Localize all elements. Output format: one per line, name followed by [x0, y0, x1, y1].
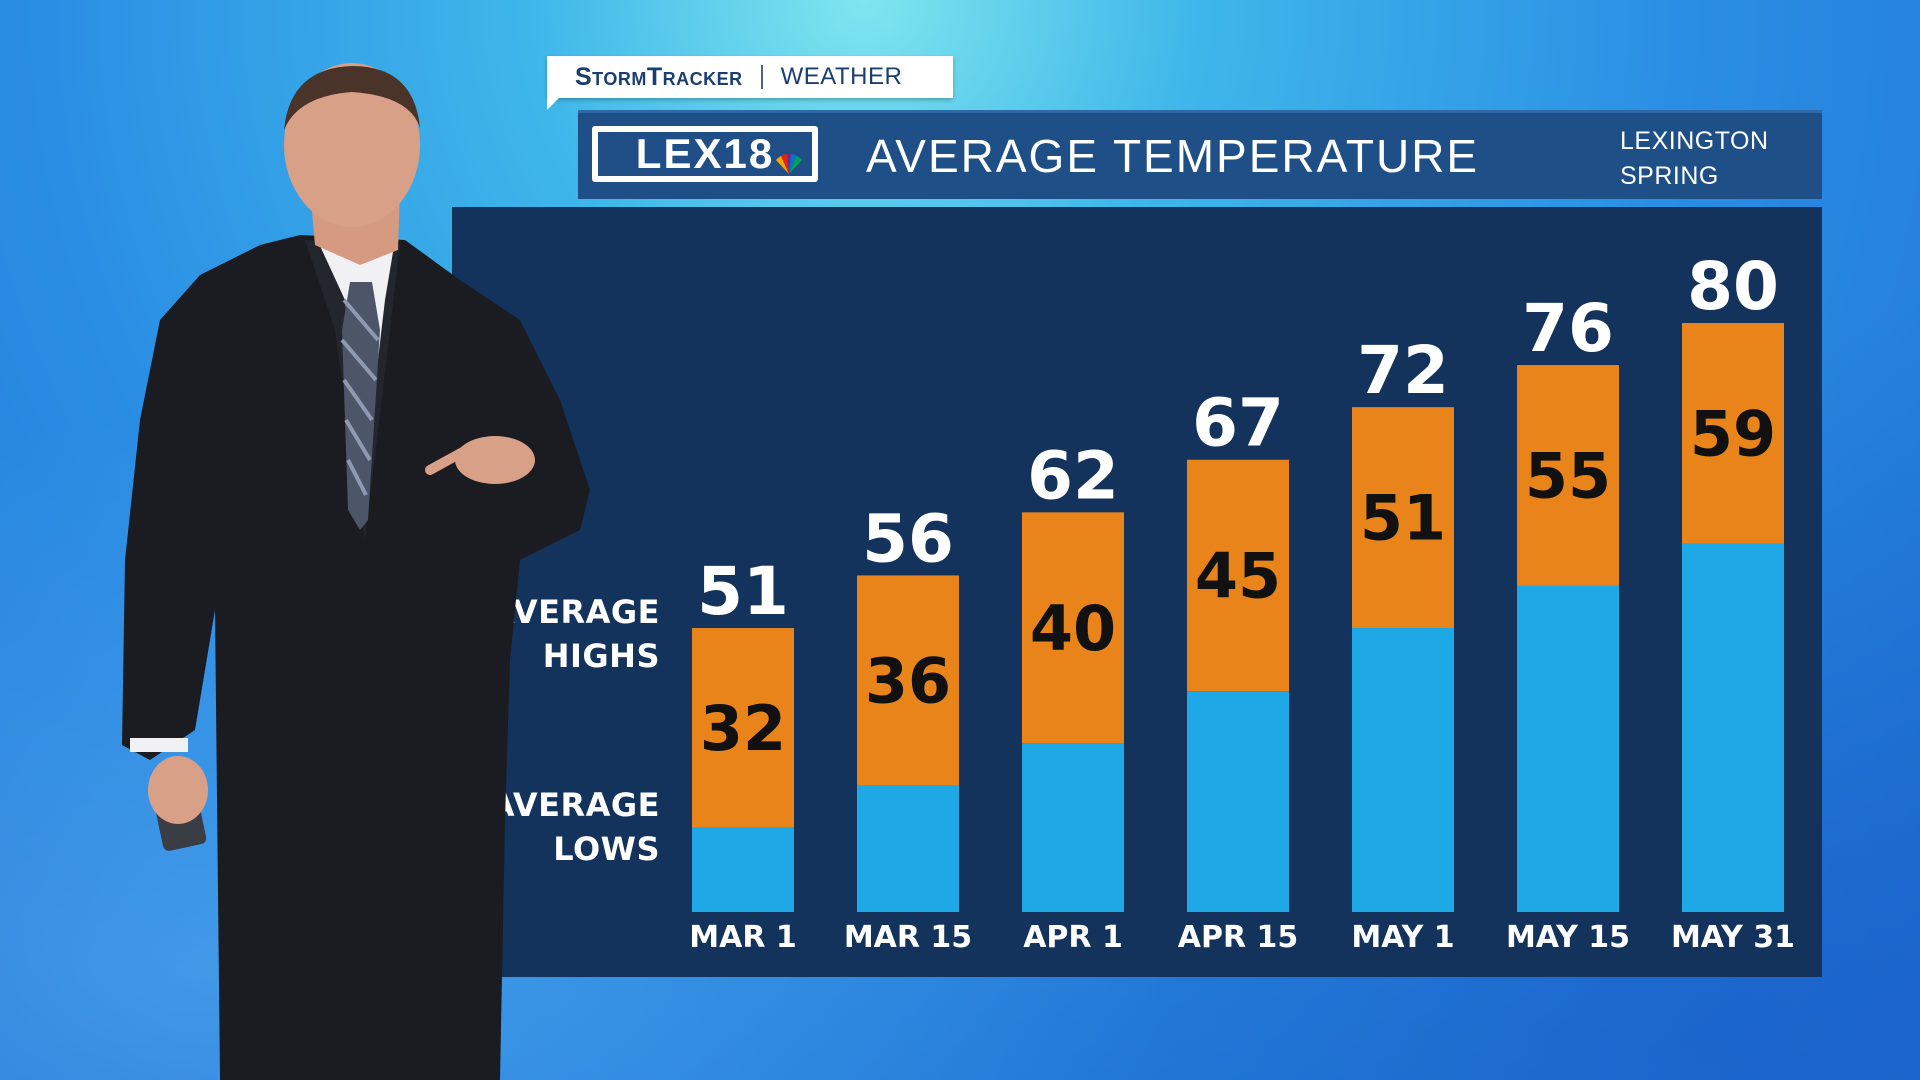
high-bar-4 — [1352, 407, 1454, 629]
highs-label: AVERAGE HIGHS — [460, 590, 660, 678]
section-name: WEATHER — [780, 63, 903, 90]
low-value-label-1: 36 — [865, 645, 951, 718]
low-bar-5 — [1517, 585, 1619, 912]
high-bar-0 — [692, 628, 794, 828]
highs-label-line1: AVERAGE — [489, 593, 660, 631]
x-tick-label-3: APR 15 — [1178, 920, 1299, 955]
high-bar-5 — [1517, 365, 1619, 586]
stormtracker-tag: StormTracker WEATHER — [547, 56, 953, 98]
high-value-label-6: 80 — [1687, 248, 1779, 325]
low-value-label-0: 32 — [700, 692, 786, 765]
peacock-icon — [776, 153, 802, 174]
temperature-chart: 51 32 MAR 1 56 36 MAR 15 62 40 APR 1 67 45 APR 15 72… — [689, 248, 1795, 955]
chart-panel: 51 32 MAR 1 56 36 MAR 15 62 40 APR 1 67 45 APR 15 72… — [452, 207, 1822, 977]
station-logo: LEX18 — [592, 126, 818, 182]
high-value-label-0: 51 — [697, 553, 789, 630]
low-bar-1 — [857, 785, 959, 912]
low-bar-6 — [1682, 543, 1784, 912]
low-value-label-6: 59 — [1690, 397, 1776, 470]
highs-label-line2: HIGHS — [542, 637, 660, 675]
tag-pointer — [547, 96, 561, 110]
low-value-label-4: 51 — [1360, 482, 1446, 555]
chart-title: AVERAGE TEMPERATURE — [866, 130, 1480, 182]
x-tick-label-1: MAR 15 — [844, 920, 972, 955]
presenter-figure — [122, 63, 590, 1080]
location-city: LEXINGTON — [1620, 127, 1769, 155]
x-tick-label-4: MAY 1 — [1351, 920, 1454, 955]
high-value-label-3: 67 — [1192, 385, 1284, 462]
high-value-label-4: 72 — [1357, 332, 1449, 409]
high-value-label-5: 76 — [1522, 290, 1614, 367]
location-block: LEXINGTON SPRING — [1620, 124, 1769, 194]
high-value-label-1: 56 — [862, 500, 954, 577]
high-value-label-2: 62 — [1027, 437, 1119, 514]
high-bar-3 — [1187, 459, 1289, 692]
low-value-label-2: 40 — [1030, 592, 1116, 665]
lows-label-line2: LOWS — [553, 830, 660, 868]
low-bar-2 — [1022, 743, 1124, 912]
x-tick-label-0: MAR 1 — [689, 920, 797, 955]
low-bar-4 — [1352, 628, 1454, 912]
low-value-label-5: 55 — [1525, 440, 1611, 513]
x-tick-label-2: APR 1 — [1023, 920, 1123, 955]
high-bar-6 — [1682, 323, 1784, 544]
high-bar-2 — [1022, 512, 1124, 744]
x-tick-label-6: MAY 31 — [1671, 920, 1795, 955]
x-tick-label-5: MAY 15 — [1506, 920, 1630, 955]
brand-name: StormTracker — [575, 62, 743, 91]
title-bar: LEX18 AVERAGE TEMPERATURE LEXINGTON SPRI… — [578, 110, 1822, 199]
high-bar-1 — [857, 575, 959, 786]
low-value-label-3: 45 — [1195, 539, 1281, 612]
low-bar-0 — [692, 827, 794, 912]
logo-mark: LEX18 — [598, 130, 812, 177]
lows-label-line1: AVERAGE — [489, 786, 660, 824]
tag-divider — [760, 65, 763, 89]
location-season: SPRING — [1620, 162, 1719, 190]
lows-label: AVERAGE LOWS — [460, 783, 660, 871]
low-bar-3 — [1187, 691, 1289, 912]
logo-text: LEX18 — [635, 130, 775, 177]
